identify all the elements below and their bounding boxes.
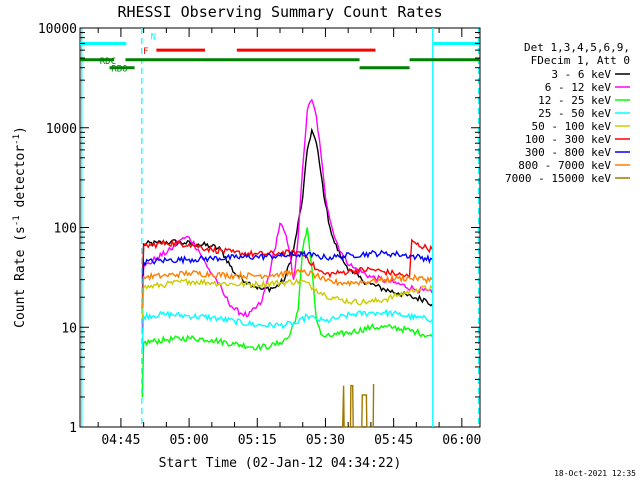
flag-f-label: F	[143, 47, 148, 57]
x-tick-label-1: 04:45	[101, 433, 140, 448]
markers-layer	[81, 28, 480, 427]
series-line-2	[141, 98, 433, 332]
series-line-7	[141, 249, 433, 294]
y-axis-title-sup2: -1	[12, 134, 22, 145]
y-tick-label-5: 10000	[38, 22, 77, 37]
y-tick-label-1: 1	[69, 421, 77, 436]
flag-rb6-label: RB6	[111, 65, 127, 75]
legend-label-2: 6 - 12 keV	[545, 81, 612, 94]
legend-label-4: 25 - 50 keV	[538, 107, 611, 120]
series-line-9	[342, 383, 375, 428]
y-axis-title-mid: detector	[13, 145, 28, 216]
legend-label-1: 3 - 6 keV	[551, 68, 611, 81]
y-tick-label-2: 10	[61, 321, 77, 336]
x-tick-label-2: 05:00	[170, 433, 209, 448]
series-line-3	[141, 227, 433, 398]
series-line-5	[141, 277, 433, 320]
chart-title: RHESSI Observing Summary Count Rates	[117, 3, 442, 21]
series-line-4	[141, 308, 433, 350]
flag-rdc-label: RDC	[100, 57, 116, 67]
y-axis-title-main: Count Rate (s	[13, 226, 28, 328]
legend-label-8: 800 - 7000 keV	[518, 159, 611, 172]
y-tick-label-4: 1000	[46, 122, 77, 137]
generation-timestamp: 18-Oct-2021 12:35	[554, 469, 636, 478]
legend-header-line-2: FDecim 1, Att 0	[531, 54, 630, 67]
legend-label-5: 50 - 100 keV	[532, 120, 612, 133]
x-tick-label-3: 05:15	[238, 433, 277, 448]
x-tick-label-6: 06:00	[442, 433, 481, 448]
legend-label-3: 12 - 25 keV	[538, 94, 611, 107]
legend-header-line-1: Det 1,3,4,5,6,9,	[524, 41, 630, 54]
y-tick-label-3: 100	[54, 222, 77, 237]
legend-label-9: 7000 - 15000 keV	[505, 172, 611, 185]
y-axis-title-sup1: -1	[12, 215, 22, 226]
x-axis-title: Start Time (02-Jan-12 04:34:22)	[159, 456, 402, 471]
flag-n-label: N	[151, 32, 156, 42]
x-tick-label-5: 05:45	[374, 433, 413, 448]
series-line-6	[141, 238, 433, 280]
series-line-8	[141, 268, 433, 307]
series-layer	[141, 98, 433, 428]
y-axis-title: Count Rate (s-1 detector-1)	[12, 126, 28, 328]
y-axis-title-end: )	[13, 126, 28, 134]
legend-label-7: 300 - 800 keV	[525, 146, 611, 159]
legend-label-6: 100 - 300 keV	[525, 133, 611, 146]
x-tick-label-4: 05:30	[306, 433, 345, 448]
plot-frame	[79, 27, 481, 428]
legend: Det 1,3,4,5,6,9, FDecim 1, Att 0 3 - 6 k…	[505, 41, 630, 185]
ticks-layer: 1 10 100 1000 10000 04:45 05:00 05:15 05:30 05:45…	[38, 22, 482, 448]
